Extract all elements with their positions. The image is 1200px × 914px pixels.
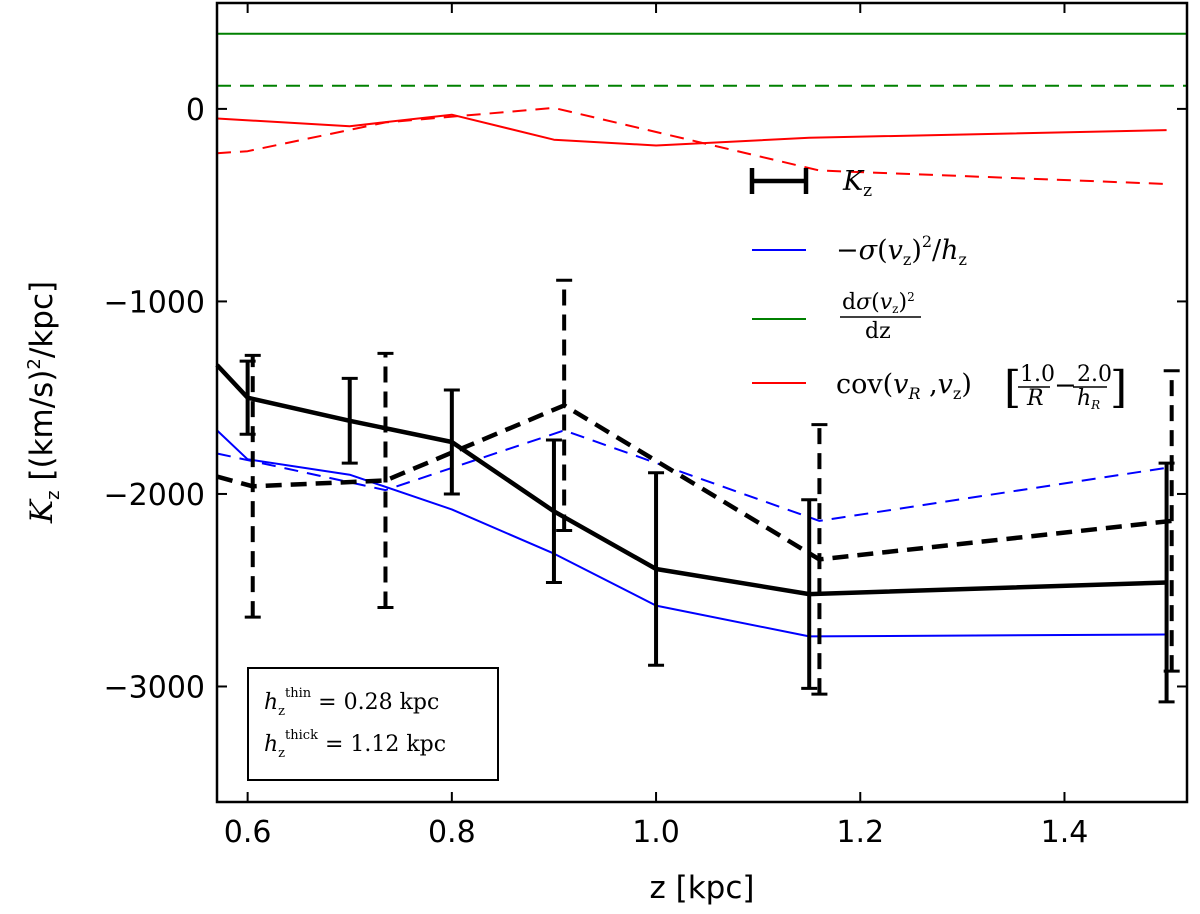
ticks-layer: 0.6 0.8 1.0 1.2 1.4 0 −1000 −2000 −3000: [104, 3, 1187, 850]
y-tick-label: −1000: [104, 285, 205, 320]
scale-height-annotation: hzthin = 0.28 kpc hzthick = 1.12 kpc: [247, 667, 499, 781]
svg-text:Kz: Kz: [842, 166, 872, 201]
series-line-sigma_thick: [216, 429, 1172, 522]
svg-text:2.0: 2.0: [1077, 362, 1112, 387]
x-tick-label: 1.0: [632, 815, 680, 850]
series-line-cov_thin: [216, 113, 1167, 147]
errorbar-kz_thin-6: [801, 498, 818, 690]
errorbar-kz_thick-4: [811, 423, 828, 696]
svg-text:dz: dz: [865, 319, 891, 344]
x-tick-label: 1.4: [1041, 815, 1089, 850]
y-tick-label: 0: [186, 93, 205, 128]
legend-entry-cov: cov(vR ,vz) [ 1.0 R − 2.0 hR ]: [752, 362, 1127, 413]
series-line-kz_thick: [216, 403, 1172, 562]
y-tick-label: −3000: [104, 670, 205, 705]
legend-entry-dsigma: dσ(vz)2 dz: [752, 290, 921, 344]
svg-text:−σ(vz)2/hz: −σ(vz)2/hz: [836, 232, 967, 269]
svg-text:R: R: [1026, 386, 1044, 411]
x-tick-label: 0.6: [224, 815, 272, 850]
errorbar-kz_thick-5: [1163, 369, 1180, 673]
x-tick-label: 0.8: [428, 815, 476, 850]
errorbar-kz_thin-5: [648, 471, 665, 667]
svg-text:−: −: [1054, 370, 1077, 401]
errorbar-kz_thick-1: [244, 353, 261, 619]
errorbar-kz_thick-3: [556, 278, 573, 533]
y-tick-label: −2000: [104, 478, 205, 513]
svg-text:cov(vR ,vz): cov(vR ,vz): [836, 369, 972, 403]
errorbar-kz_thin-2: [341, 376, 358, 465]
errorbar-kz_thick-2: [377, 351, 394, 610]
svg-text:dσ(vz)2: dσ(vz)2: [842, 290, 915, 316]
svg-text:[: [: [1004, 362, 1021, 413]
y-axis-label: Kz [(km/s)2/kpc]: [24, 281, 64, 524]
svg-text:hR: hR: [1077, 386, 1100, 412]
legend-entry-sigma: −σ(vz)2/hz: [752, 232, 967, 269]
x-tick-label: 1.2: [836, 815, 884, 850]
svg-text:hzthick = 1.12 kpc: hzthick = 1.12 kpc: [264, 728, 446, 761]
x-axis-label: z [kpc]: [650, 870, 755, 906]
series-line-sigma_thin: [216, 429, 1167, 638]
series-layer: [215, 32, 1187, 704]
errorbar-kz_thin-4: [545, 438, 562, 585]
svg-text:1.0: 1.0: [1020, 362, 1055, 387]
svg-text:]: ]: [1110, 362, 1127, 413]
series-line-kz_thin: [215, 363, 1167, 597]
plot-frame: [215, 1, 1189, 804]
series-line-cov_thick: [216, 106, 1167, 185]
svg-text:hzthin = 0.28 kpc: hzthin = 0.28 kpc: [264, 686, 439, 719]
errorbar-kz_thin-3: [443, 388, 460, 496]
legend: Kz −σ(vz)2/hz dσ(vz)2 dz cov(vR ,vz) [ 1…: [749, 166, 1127, 413]
legend-entry-kz: Kz: [749, 166, 872, 201]
